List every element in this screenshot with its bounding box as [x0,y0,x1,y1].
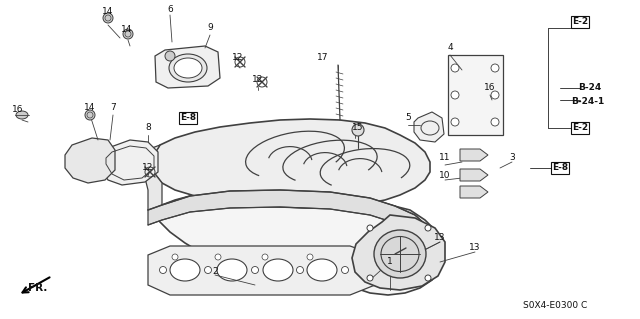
Text: 2: 2 [212,268,218,277]
Ellipse shape [103,13,113,23]
Polygon shape [155,46,220,88]
Polygon shape [143,145,162,210]
Ellipse shape [217,259,247,281]
Text: 11: 11 [439,153,451,162]
Text: 10: 10 [439,170,451,180]
Text: 3: 3 [509,153,515,162]
Text: 13: 13 [469,243,481,253]
Ellipse shape [172,254,178,260]
Ellipse shape [205,266,211,273]
Ellipse shape [123,29,133,39]
Text: 1: 1 [387,257,393,266]
Text: 9: 9 [207,24,213,33]
Text: 14: 14 [122,26,132,34]
Text: E-2: E-2 [572,123,588,132]
Text: B-24: B-24 [579,84,602,93]
Polygon shape [65,138,115,183]
Text: 14: 14 [102,8,114,17]
Ellipse shape [215,254,221,260]
Text: E-8: E-8 [552,164,568,173]
Ellipse shape [262,254,268,260]
Ellipse shape [252,266,259,273]
Polygon shape [414,112,444,142]
Ellipse shape [491,91,499,99]
Text: S0X4-E0300 C: S0X4-E0300 C [523,300,587,309]
Polygon shape [460,149,488,161]
Ellipse shape [307,259,337,281]
Polygon shape [100,140,158,185]
Text: 15: 15 [352,123,364,132]
Text: 6: 6 [167,5,173,14]
Polygon shape [460,186,488,198]
Text: 16: 16 [484,84,496,93]
Ellipse shape [159,266,166,273]
Ellipse shape [169,54,207,82]
Text: 12: 12 [142,164,154,173]
Text: FR.: FR. [28,283,48,293]
Polygon shape [148,190,428,240]
Text: E-8: E-8 [180,114,196,122]
Bar [448,55,503,135]
Ellipse shape [358,266,365,273]
Text: 7: 7 [110,103,116,113]
Ellipse shape [307,254,313,260]
Text: 12: 12 [252,76,264,85]
Ellipse shape [491,64,499,72]
Ellipse shape [367,225,373,231]
Ellipse shape [367,275,373,281]
Text: 12: 12 [232,54,244,63]
Text: 8: 8 [145,123,151,132]
Ellipse shape [170,259,200,281]
Ellipse shape [125,31,131,37]
Ellipse shape [425,275,431,281]
Text: 13: 13 [435,234,445,242]
Text: 4: 4 [447,43,453,53]
Ellipse shape [16,111,28,119]
Ellipse shape [105,15,111,21]
Ellipse shape [165,51,175,61]
Polygon shape [153,119,430,208]
Text: 14: 14 [84,103,96,113]
Text: B-24-1: B-24-1 [572,98,605,107]
Text: E-2: E-2 [572,18,588,26]
Ellipse shape [174,58,202,78]
Polygon shape [148,246,375,295]
Ellipse shape [491,118,499,126]
Ellipse shape [352,124,364,136]
Ellipse shape [451,118,459,126]
Ellipse shape [296,266,303,273]
Ellipse shape [374,230,426,278]
Ellipse shape [263,259,293,281]
Text: 17: 17 [317,54,329,63]
Polygon shape [152,190,440,295]
Text: 16: 16 [12,106,24,115]
Ellipse shape [451,64,459,72]
Text: 5: 5 [405,114,411,122]
Ellipse shape [451,91,459,99]
Polygon shape [352,215,445,290]
Ellipse shape [87,112,93,118]
Polygon shape [460,169,488,181]
Ellipse shape [85,110,95,120]
Ellipse shape [425,225,431,231]
Ellipse shape [342,266,349,273]
